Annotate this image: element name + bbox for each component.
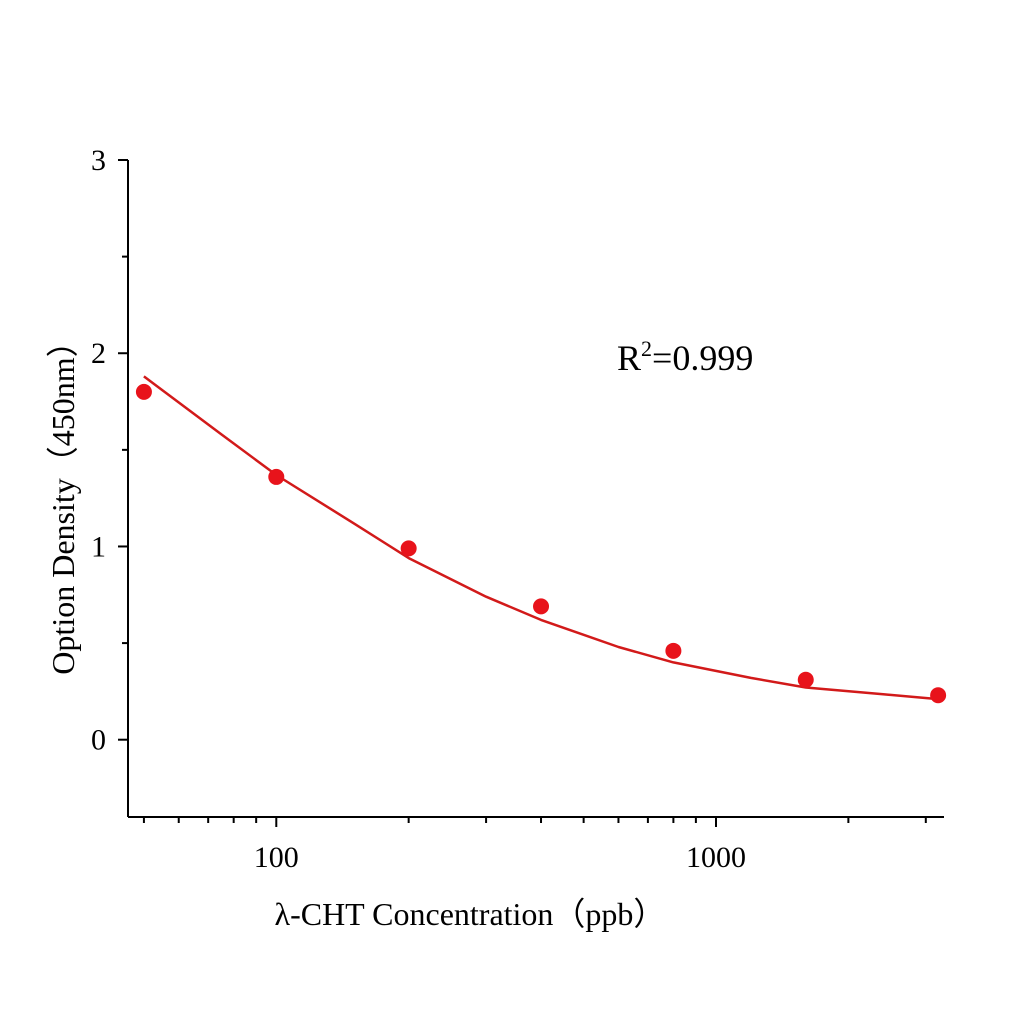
r-squared-superscript: 2: [641, 336, 652, 361]
y-tick-label: 0: [91, 724, 106, 757]
r-squared-value: =0.999: [652, 338, 753, 378]
data-point: [930, 687, 947, 704]
r-squared-annotation: R2=0.999: [617, 336, 753, 378]
y-tick-label: 3: [91, 144, 106, 177]
data-point: [533, 598, 550, 615]
data-point: [135, 383, 152, 400]
data-point: [400, 540, 417, 557]
fit-curve-layer: [143, 375, 939, 701]
x-tick-label: 100: [254, 841, 299, 874]
data-point: [665, 642, 682, 659]
x-tick-label: 1000: [686, 841, 746, 874]
data-points-layer: [135, 383, 947, 704]
x-axis-title: λ-CHT Concentration（ppb）: [275, 896, 666, 932]
axes: 0 1 2 3 100 1000: [91, 144, 944, 874]
r-squared-base: R: [617, 338, 641, 378]
data-point: [268, 468, 285, 485]
data-point: [797, 671, 814, 688]
fit-curve: [143, 375, 939, 701]
labels-layer: λ-CHT Concentration（ppb） Option Density（…: [45, 325, 753, 932]
y-tick-label: 2: [91, 337, 106, 370]
y-tick-label: 1: [91, 530, 106, 563]
y-axis-title: Option Density（450nm）: [45, 325, 81, 674]
